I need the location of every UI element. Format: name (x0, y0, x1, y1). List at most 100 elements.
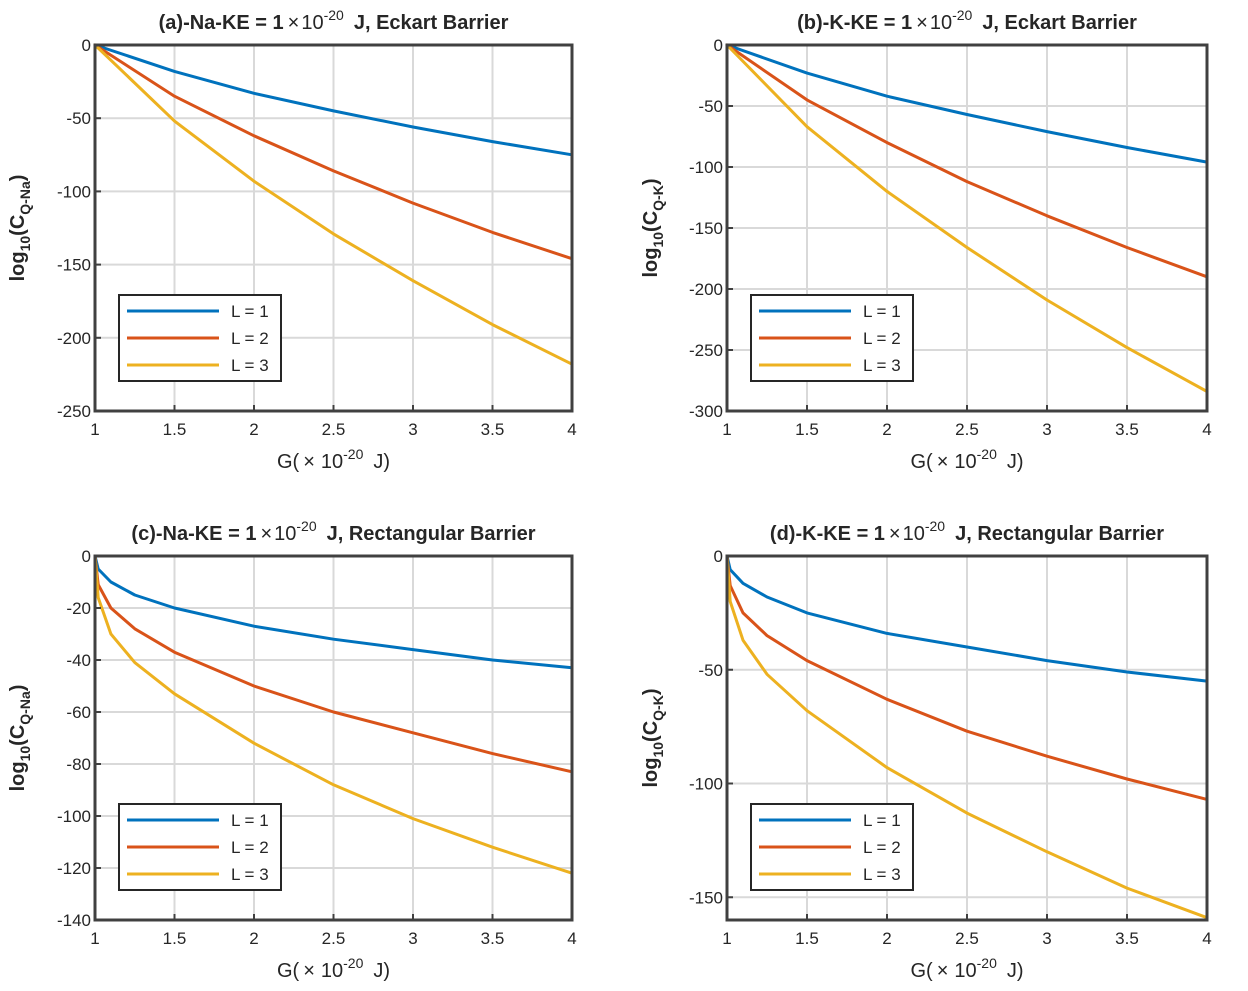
legend-label-1: L = 1 (863, 811, 901, 830)
text-part: -20 (343, 446, 363, 462)
text-part: J) (1007, 451, 1024, 473)
y-tick-label: -150 (57, 256, 91, 275)
text-part: J) (373, 451, 390, 473)
y-axis-label: log10(CQ-K) (640, 688, 666, 787)
y-tick-label: -150 (689, 219, 723, 238)
text-part: log (640, 248, 662, 278)
x-tick-label: 2.5 (955, 929, 979, 948)
series-line-1 (725, 554, 1209, 683)
text-part: -20 (925, 518, 945, 534)
legend: L = 1 L = 2 L = 3 (118, 294, 282, 382)
text-part: 10 (274, 523, 296, 545)
text-part: ) (640, 178, 662, 185)
y-tick-label: -100 (57, 182, 91, 201)
text-part: 10 (650, 742, 666, 758)
y-axis-label: log10(CQ-K) (640, 178, 666, 277)
y-tick-label: -150 (689, 888, 723, 907)
text-part: (d)-K-KE = 1 (770, 523, 885, 545)
text-part: J, Rectangular Barrier (955, 523, 1164, 545)
x-axis-label: G(× 10-20 J) (910, 955, 1023, 982)
x-tick-label: 4 (1202, 420, 1211, 439)
text-part: 10 (954, 960, 976, 982)
y-tick-label: -100 (689, 775, 723, 794)
x-axis-label: G(× 10-20 J) (910, 446, 1023, 473)
y-tick-label: 0 (714, 547, 723, 566)
text-part: -20 (296, 518, 316, 534)
text-part: × (889, 523, 901, 545)
text-part: 10 (321, 960, 343, 982)
x-tick-label: 1.5 (795, 929, 819, 948)
series-line-2 (725, 43, 1209, 279)
y-axis-label: log10(CQ-Na) (7, 175, 33, 282)
text-part: (C (640, 721, 662, 742)
text-part: -20 (977, 446, 997, 462)
chart-title: (b)-K-KE = 1 × 10-20 J, Eckart Barrier (797, 7, 1137, 34)
chart-title: (c)-Na-KE = 1 × 10-20 J, Rectangular Barrie… (131, 518, 535, 545)
chart-panel-a: 1 1.5 2 2.5 3 3.5 4 -250 -200 -150 -100 -50 0 (a)-Na-… (7, 7, 577, 473)
x-tick-label: 1 (90, 929, 99, 948)
y-tick-label: -80 (66, 755, 91, 774)
y-tick-label: -20 (66, 599, 91, 618)
text-part: J, Eckart Barrier (982, 12, 1137, 34)
text-part: (C (7, 215, 29, 236)
series-line-3 (725, 43, 1209, 393)
x-tick-label: 1.5 (163, 420, 187, 439)
x-tick-label: 3.5 (1115, 929, 1139, 948)
x-axis-label: G(× 10-20 J) (277, 955, 390, 982)
text-part: ) (7, 175, 29, 182)
series-line-2 (93, 43, 574, 261)
series-line-3 (93, 554, 574, 875)
y-tick-label: 0 (82, 36, 91, 55)
y-tick-label: -50 (698, 661, 723, 680)
text-part: (C (7, 725, 29, 746)
series-line-1 (93, 43, 574, 157)
x-tick-label: 3 (408, 420, 417, 439)
series-line-2 (725, 554, 1209, 801)
x-tick-label: 1 (722, 420, 731, 439)
y-tick-label: -300 (689, 402, 723, 421)
x-tick-label: 4 (567, 929, 576, 948)
legend: L = 1 L = 2 L = 3 (118, 803, 282, 891)
legend-label-2: L = 2 (231, 329, 269, 348)
text-part: log (7, 251, 29, 281)
legend-label-1: L = 1 (863, 302, 901, 321)
legend-label-3: L = 3 (863, 865, 901, 884)
x-tick-label: 4 (567, 420, 576, 439)
y-tick-label: -40 (66, 651, 91, 670)
x-tick-label: 3 (408, 929, 417, 948)
text-part: -20 (343, 955, 363, 971)
x-tick-label: 2 (249, 929, 258, 948)
text-part: 10 (903, 523, 925, 545)
text-part: J, Rectangular Barrier (327, 523, 536, 545)
x-tick-label: 2 (882, 929, 891, 948)
y-tick-label: 0 (714, 36, 723, 55)
x-axis-label: G(× 10-20 J) (277, 446, 390, 473)
text-part: G( (910, 451, 933, 473)
text-part: J, Eckart Barrier (354, 12, 509, 34)
series-line-1 (725, 43, 1209, 164)
text-part: J) (1007, 960, 1024, 982)
text-part: Q-K (650, 695, 666, 721)
text-part: × (303, 451, 315, 473)
text-part: J) (373, 960, 390, 982)
x-tick-label: 2.5 (322, 420, 346, 439)
x-tick-label: 4 (1202, 929, 1211, 948)
y-tick-label: -100 (689, 158, 723, 177)
y-tick-label: -250 (689, 341, 723, 360)
legend-label-3: L = 3 (863, 356, 901, 375)
text-part: 10 (954, 451, 976, 473)
series-line-3 (93, 43, 574, 366)
text-part: 10 (17, 746, 33, 762)
chart-title: (d)-K-KE = 1 × 10-20 J, Rectangular Barrier (770, 518, 1164, 545)
text-part: 10 (321, 451, 343, 473)
legend-label-3: L = 3 (231, 865, 269, 884)
legend-label-1: L = 1 (231, 811, 269, 830)
x-tick-label: 1.5 (163, 929, 187, 948)
text-part: × (303, 960, 315, 982)
text-part: (c)-Na-KE = 1 (131, 523, 256, 545)
chart-panel-d: 1 1.5 2 2.5 3 3.5 4-150-100-500(d)-K-KE = 1 × 10… (640, 518, 1212, 982)
y-tick-label: -200 (689, 280, 723, 299)
text-part: G( (277, 451, 300, 473)
legend-label-2: L = 2 (863, 329, 901, 348)
